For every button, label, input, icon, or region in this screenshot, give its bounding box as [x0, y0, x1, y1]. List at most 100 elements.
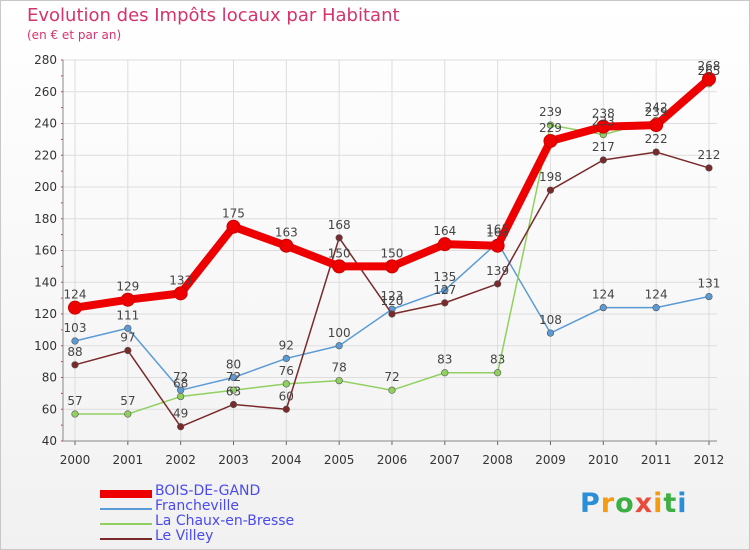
data-label-francheville: 80 [226, 358, 241, 372]
data-point-francheville [124, 324, 132, 332]
legend-swatch [100, 490, 152, 498]
data-label-francheville: 135 [433, 270, 456, 284]
chart-subtitle: (en € et par an) [27, 28, 122, 42]
data-point-francheville [335, 342, 343, 350]
data-label-bois-de-gand: 164 [433, 224, 456, 238]
data-point-le-villey [441, 299, 449, 307]
data-label-le-villey: 127 [433, 283, 456, 297]
data-point-bois-de-gand [384, 259, 399, 274]
data-point-bois-de-gand [543, 133, 558, 148]
legend-label: La Chaux-en-Bresse [155, 513, 295, 529]
data-label-francheville: 92 [279, 338, 294, 352]
data-point-le-villey [177, 423, 185, 431]
data-label-le-villey: 97 [120, 331, 135, 345]
data-label-bois-de-gand: 239 [645, 105, 668, 119]
data-label-la-chaux-en-bresse: 57 [67, 394, 82, 408]
data-point-la-chaux-en-bresse [335, 377, 343, 385]
data-label-francheville: 100 [328, 326, 351, 340]
data-point-le-villey [282, 405, 290, 413]
data-point-le-villey [652, 148, 660, 156]
x-tick-label: 2009 [535, 453, 566, 467]
data-label-le-villey: 60 [279, 389, 294, 403]
data-label-francheville: 103 [64, 321, 87, 335]
data-point-la-chaux-en-bresse [282, 380, 290, 388]
data-label-le-villey: 120 [381, 294, 404, 308]
data-label-bois-de-gand: 163 [486, 226, 509, 240]
data-labels: 124 129 133 175 163 150 150 164 163 229 238 239 268 1… [64, 59, 721, 421]
data-label-le-villey: 168 [328, 218, 351, 232]
data-label-francheville: 72 [173, 370, 188, 384]
data-label-bois-de-gand: 163 [275, 226, 298, 240]
data-label-le-villey: 63 [226, 384, 241, 398]
data-label-bois-de-gand: 175 [222, 207, 245, 221]
data-point-francheville [705, 292, 713, 301]
data-label-francheville: 111 [116, 308, 139, 322]
logo-letter: x [634, 488, 654, 519]
axes: 40 60 80 100 120 140 160 180 200 220 240 260 280 2000… [34, 53, 724, 467]
x-tick-label: 2002 [165, 453, 196, 467]
data-label-francheville: 124 [592, 288, 615, 302]
data-point-le-villey [71, 361, 79, 369]
data-label-francheville: 131 [698, 277, 721, 291]
y-tick-label: 180 [34, 212, 57, 226]
data-point-bois-de-gand [701, 72, 716, 87]
data-point-le-villey [494, 280, 502, 288]
data-point-la-chaux-en-bresse [124, 410, 132, 418]
x-tick-label: 2004 [271, 453, 302, 467]
logo-letter: t [663, 488, 678, 519]
legend-label: Francheville [155, 498, 239, 514]
logo-letter: i [653, 488, 664, 519]
data-label-francheville: 108 [539, 313, 562, 327]
data-point-bois-de-gand [596, 119, 611, 134]
data-point-la-chaux-en-bresse [177, 392, 185, 401]
x-tick-label: 2011 [641, 453, 672, 467]
data-label-bois-de-gand: 129 [116, 280, 139, 294]
data-label-la-chaux-en-bresse: 242 [645, 100, 668, 114]
data-point-francheville [652, 304, 660, 312]
data-label-le-villey: 198 [539, 170, 562, 184]
data-label-francheville: 123 [381, 289, 404, 303]
x-tick-label: 2005 [324, 453, 355, 467]
data-label-la-chaux-en-bresse: 78 [332, 361, 347, 375]
data-label-la-chaux-en-bresse: 68 [173, 377, 188, 391]
data-point-bois-de-gand [279, 238, 294, 253]
data-point-le-villey [335, 234, 343, 242]
data-label-le-villey: 139 [486, 264, 509, 278]
data-label-bois-de-gand: 238 [592, 107, 615, 121]
x-tick-label: 2003 [218, 453, 249, 467]
data-label-francheville: 165 [486, 223, 509, 237]
chart-svg: 40 60 80 100 120 140 160 180 200 220 240 260 280 2000… [34, 53, 724, 467]
legend-label: Le Villey [155, 528, 214, 544]
data-point-la-chaux-en-bresse [229, 386, 238, 394]
logo-letter: o [615, 488, 635, 519]
data-label-la-chaux-en-bresse: 83 [437, 353, 452, 367]
data-label-bois-de-gand: 229 [539, 121, 562, 135]
data-point-le-villey [546, 186, 555, 194]
data-point-francheville [599, 304, 607, 312]
data-point-le-villey [599, 156, 607, 164]
y-tick-label: 100 [34, 339, 57, 353]
y-tick-label: 40 [42, 434, 57, 448]
legend-swatch [100, 523, 152, 525]
data-label-la-chaux-en-bresse: 72 [384, 370, 399, 384]
legend-swatch [100, 508, 152, 510]
y-tick-label: 160 [34, 244, 57, 258]
data-point-francheville [546, 329, 555, 337]
data-point-francheville [71, 337, 79, 345]
data-point-le-villey [388, 310, 396, 318]
logo-letter: P [580, 488, 601, 519]
data-label-le-villey: 49 [173, 407, 188, 421]
x-tick-label: 2008 [482, 453, 513, 467]
data-point-bois-de-gand [173, 286, 188, 301]
data-point-le-villey [124, 346, 132, 355]
data-label-bois-de-gand: 268 [698, 59, 721, 73]
data-point-francheville [441, 286, 449, 294]
proxiti-logo: Proxiti [580, 488, 688, 519]
data-label-bois-de-gand: 150 [381, 246, 404, 260]
data-point-le-villey [229, 400, 238, 409]
series-layer [68, 72, 716, 431]
data-point-la-chaux-en-bresse [71, 410, 79, 418]
data-label-le-villey: 88 [67, 345, 82, 359]
data-point-bois-de-gand [68, 300, 82, 315]
y-tick-label: 140 [34, 275, 57, 289]
